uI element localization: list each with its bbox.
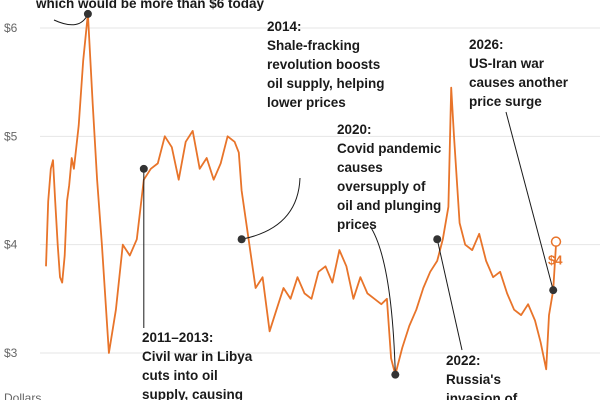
annotation-2020-line: causes [337, 160, 383, 175]
label-layer: $4 which would be more than $6 today 2011–… [35, 0, 569, 400]
annotation-2011-line: Civil war in Libya [142, 349, 253, 364]
annotation-2011-line: cuts into oil [142, 368, 218, 383]
leader-line-2014 [241, 177, 301, 240]
annotation-2022-line: 2022: [446, 353, 481, 368]
annotation-2020-line: prices [337, 217, 377, 232]
y-tick-label: $6 [4, 21, 18, 35]
y-tick-label: $5 [4, 129, 18, 143]
annotation-2014-line: oil supply, helping [267, 76, 385, 91]
annotation-dot-2008 [83, 9, 92, 18]
end-marker [550, 236, 562, 247]
y-tick-label: $3 [4, 346, 18, 360]
annotation-2020-line: 2020: [337, 122, 372, 137]
annotation-2014-line: Shale-fracking [267, 38, 360, 53]
annotation-2026-line: 2026: [469, 37, 504, 52]
annotation-2026-line: price surge [469, 94, 542, 109]
line-layer [45, 12, 562, 376]
leader-line-2008 [53, 13, 89, 26]
annotation-2026-line: causes another [469, 75, 569, 90]
annotation-2020-line: oversupply of [337, 179, 426, 194]
annotation-2020-line: Covid pandemic [337, 141, 442, 156]
price-series-line [45, 12, 557, 376]
end-value-label: $4 [548, 253, 563, 268]
annotation-dot-2011 [139, 164, 148, 173]
annotation-2026-line: US-Iran war [469, 56, 545, 71]
annotation-dot-2026 [549, 286, 558, 295]
leader-layer [53, 9, 558, 379]
y-axis-label: Dollars [4, 391, 41, 400]
annotation-2011-line: supply, causing [142, 387, 243, 400]
annotation-2014-line: lower prices [267, 95, 346, 110]
annotation-2008-line: which would be more than $6 today [35, 0, 265, 11]
leader-line-2020 [369, 225, 396, 375]
annotation-dot-2014 [237, 235, 246, 244]
annotation-2020-line: oil and plunging [337, 198, 441, 213]
annotation-2014-line: revolution boosts [267, 57, 380, 72]
annotation-dot-2022 [433, 235, 442, 244]
grid-layer: $6 $5 $4 $3 Dollars [4, 21, 600, 400]
annotation-dot-2020 [391, 370, 400, 379]
annotation-2022-line: Russia's [446, 372, 501, 387]
annotation-2011-line: 2011–2013: [142, 330, 213, 345]
annotation-2022-line: invasion of [446, 391, 518, 400]
leader-line-2026 [505, 111, 554, 291]
annotation-2014-line: 2014: [267, 19, 302, 34]
leader-line-2022 [436, 239, 463, 351]
y-tick-label: $4 [4, 238, 18, 252]
